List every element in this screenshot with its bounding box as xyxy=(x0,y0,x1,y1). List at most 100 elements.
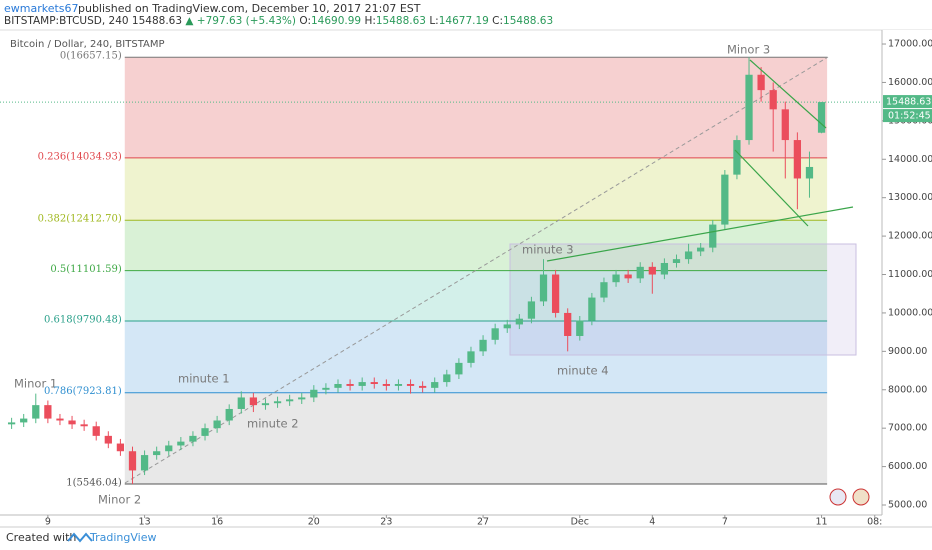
candle-body xyxy=(684,251,693,260)
candle-body xyxy=(56,418,64,421)
candle-body xyxy=(648,266,656,275)
price-tag-label: 15488.63 xyxy=(886,97,931,108)
candle-body xyxy=(551,274,560,313)
candle-body xyxy=(672,259,681,263)
x-tick-label: 23 xyxy=(380,517,392,528)
h-label: H: xyxy=(364,15,375,27)
candle-body xyxy=(600,282,608,298)
candle-body xyxy=(539,274,548,302)
x-tick-label: 16 xyxy=(211,517,223,528)
candle-body xyxy=(624,274,632,279)
candle-body xyxy=(515,318,523,325)
candle-body xyxy=(225,408,233,421)
header-bg xyxy=(0,0,932,30)
annotation: Minor 2 xyxy=(98,493,141,507)
candle-body xyxy=(805,166,814,179)
y-tick-label: 8000.00 xyxy=(888,384,927,395)
candle-body xyxy=(370,382,378,385)
countdown-label: 01:52:45 xyxy=(888,111,931,122)
y-tick-label: 7000.00 xyxy=(888,423,927,434)
flag-icon xyxy=(852,488,870,506)
x-axis-bg xyxy=(0,515,882,527)
candle-body xyxy=(769,90,777,110)
candle-body xyxy=(793,140,802,179)
y-tick-label: 17000.00 xyxy=(888,39,932,50)
y-tick-label: 14000.00 xyxy=(888,154,932,165)
candle-body xyxy=(128,451,137,471)
x-tick-label: 20 xyxy=(308,517,320,528)
candle-body xyxy=(249,397,258,406)
annotation: Minor 3 xyxy=(727,43,770,57)
candle-body xyxy=(201,428,209,436)
candle-body xyxy=(636,266,644,279)
y-tick-label: 9000.00 xyxy=(888,346,927,357)
annotation: minute 2 xyxy=(247,417,299,431)
author[interactable]: ewmarkets67 xyxy=(4,2,79,15)
candle-body xyxy=(261,403,270,406)
price: 15488.63 xyxy=(132,15,182,27)
fib-zone xyxy=(124,157,828,221)
candle-body xyxy=(189,435,197,442)
candle-body xyxy=(503,324,511,329)
candle-body xyxy=(298,397,306,400)
footer-text: Created with xyxy=(6,531,76,544)
candle-body xyxy=(322,387,330,390)
candle-body xyxy=(68,420,76,425)
x-tick-label: 4 xyxy=(649,517,655,528)
fib-label: 0.236(14034.93) xyxy=(38,151,122,162)
candle-body xyxy=(721,174,729,225)
x-tick-label: 13 xyxy=(139,517,151,528)
candle-body xyxy=(92,426,100,436)
candle-body xyxy=(697,247,705,252)
fib-label: 0.5(11101.59) xyxy=(50,264,122,275)
candle-body xyxy=(443,374,451,383)
candle-body xyxy=(237,397,245,409)
candle-body xyxy=(781,109,789,141)
high: 15488.63 xyxy=(376,15,426,27)
candle-body xyxy=(286,399,294,402)
candle-body xyxy=(406,384,415,386)
x-tick-label: 27 xyxy=(477,517,489,528)
candle-body xyxy=(564,312,572,336)
fib-label: 0(16657.15) xyxy=(60,51,122,62)
fib-zone xyxy=(124,270,828,321)
countdown-tag xyxy=(883,109,932,123)
candle-body xyxy=(576,320,584,336)
candle-body xyxy=(165,445,173,452)
open: 14690.99 xyxy=(311,15,361,27)
candle-body xyxy=(273,401,282,404)
annotation: minute 3 xyxy=(522,243,574,257)
candle-body xyxy=(358,382,366,386)
published: published on TradingView.com, December 1… xyxy=(78,2,421,15)
candle-body xyxy=(213,420,221,429)
candle-body xyxy=(817,102,826,133)
candle-body xyxy=(418,385,427,388)
candle-body xyxy=(116,443,125,452)
fib-label: 0.618(9790.48) xyxy=(44,314,122,325)
candle-body xyxy=(177,441,185,446)
candle-body xyxy=(612,274,620,283)
candle-body xyxy=(527,301,536,319)
fib-label: 0.786(7923.81) xyxy=(44,386,122,397)
l-label: L: xyxy=(429,15,438,27)
candle-body xyxy=(745,74,753,141)
x-tick-label: 08: xyxy=(867,517,882,528)
candle-body xyxy=(733,140,741,175)
price-tag xyxy=(883,95,932,109)
candle-body xyxy=(44,405,52,419)
footer-brand[interactable]: TradingView xyxy=(89,531,156,544)
y-tick-label: 11000.00 xyxy=(888,269,932,280)
candle-body xyxy=(588,297,596,321)
x-tick-label: 9 xyxy=(45,517,51,528)
x-tick-label: 7 xyxy=(722,517,728,528)
candle-body xyxy=(455,362,463,375)
change: ▲ +797.63 (+5.43%) xyxy=(185,15,296,27)
x-tick-label: Dec xyxy=(571,517,589,528)
fib-zone xyxy=(124,392,828,485)
x-tick-label: 11 xyxy=(816,517,828,528)
fib-label: 1(5546.04) xyxy=(66,478,122,489)
y-tick-label: 5000.00 xyxy=(888,500,927,511)
y-tick-label: 13000.00 xyxy=(888,192,932,203)
y-tick-label: 6000.00 xyxy=(888,461,927,472)
c-label: C: xyxy=(492,15,503,27)
